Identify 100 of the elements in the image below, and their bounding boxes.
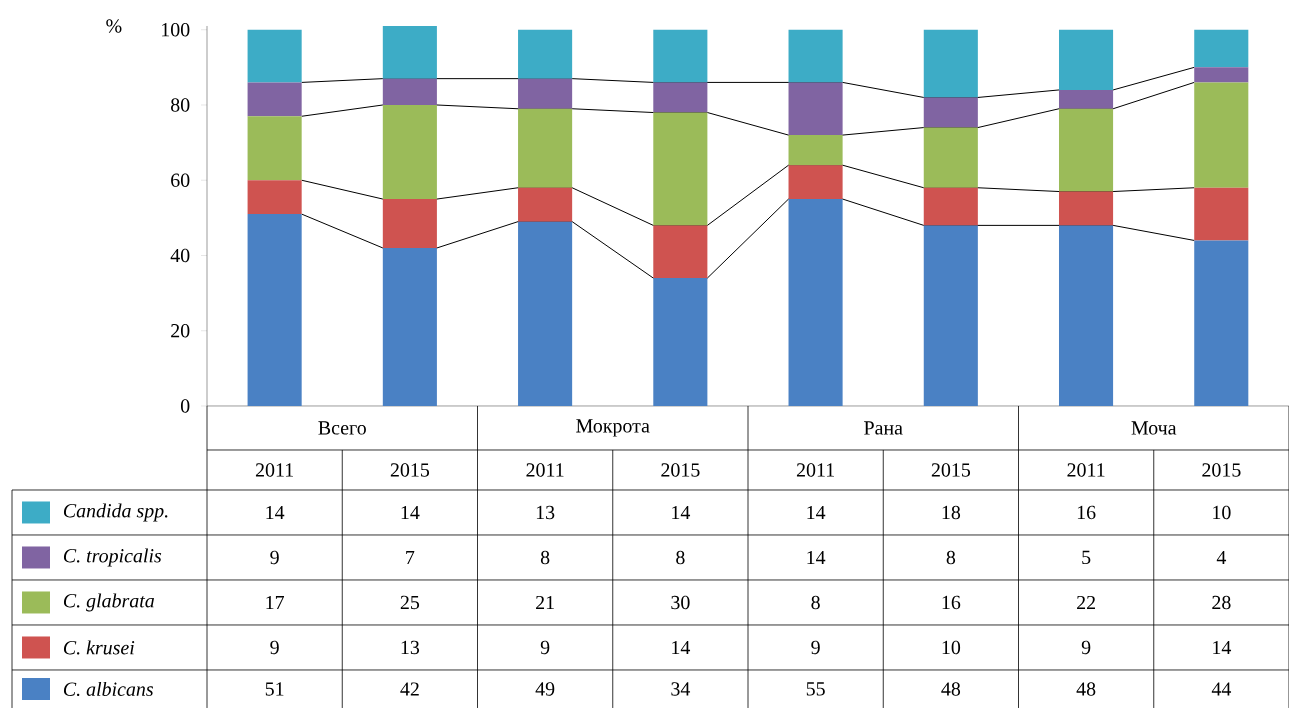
x-tick-label: 2015: [931, 463, 971, 477]
bar: [1194, 240, 1249, 406]
data-label: 14: [807, 505, 826, 520]
bar: [923, 127, 978, 188]
data-label: 14: [672, 640, 691, 655]
data-label: 14: [807, 550, 826, 565]
bar: [247, 29, 302, 83]
data-label: 8: [676, 550, 685, 565]
x-tick-label: 2015: [661, 463, 700, 477]
data-label: 22: [1077, 595, 1095, 610]
bar: [247, 214, 302, 406]
bar: [518, 29, 573, 79]
data-label: 9: [1081, 640, 1091, 655]
bar: [1194, 67, 1249, 83]
bar: [923, 225, 978, 406]
bar: [923, 97, 978, 128]
bar: [382, 247, 437, 406]
x-tick-label: 2011: [1067, 463, 1105, 477]
bar: [382, 25, 437, 79]
data-label: 28: [1212, 595, 1231, 610]
text: Рана: [864, 421, 903, 435]
legend-label: C. glabrata: [63, 593, 154, 612]
bar: [653, 82, 708, 113]
bar: [518, 78, 573, 109]
legend-label: C. krusei: [63, 640, 135, 655]
data-label: 16: [942, 595, 961, 610]
data-label: 9: [270, 640, 279, 655]
bar: [518, 187, 573, 222]
data-label: 14: [401, 505, 420, 520]
bar: [788, 199, 843, 406]
bar: [1194, 82, 1249, 188]
bar: [653, 225, 708, 279]
data-label: 8: [540, 550, 550, 565]
bar: [1058, 191, 1114, 226]
data-label: 13: [536, 505, 555, 520]
data-label: 51: [265, 682, 284, 696]
data-label: 8: [946, 550, 956, 565]
data-label: 44: [1211, 682, 1232, 696]
data-label: 13: [401, 640, 420, 655]
x-tick-label: 2015: [1202, 463, 1241, 477]
bar: [653, 278, 708, 406]
data-label: 34: [671, 682, 691, 696]
data-label: 25: [400, 595, 420, 610]
bar: [1194, 187, 1249, 241]
data-label: 21: [536, 595, 554, 610]
data-label: 14: [266, 505, 285, 520]
x-tick-label: 2011: [255, 463, 293, 477]
bar: [382, 78, 437, 105]
y-tick-label: 40: [170, 248, 190, 263]
data-label: 55: [806, 682, 825, 696]
bar: [788, 82, 843, 136]
bar: [788, 165, 843, 200]
data-label: 48: [1076, 682, 1096, 696]
data-label: 10: [942, 640, 961, 655]
y-tick-label: 80: [171, 98, 190, 112]
bar: [518, 221, 573, 406]
data-label: 9: [540, 640, 550, 655]
bar: [1194, 29, 1249, 68]
y-tick-label: 60: [171, 173, 190, 187]
bar: [788, 135, 843, 166]
data-label: 14: [672, 505, 691, 520]
y-axis-title: %: [106, 19, 122, 33]
data-label: 18: [942, 505, 961, 520]
legend-label: C. albicans: [63, 681, 154, 697]
bar: [382, 104, 437, 200]
text: Всего: [318, 421, 366, 435]
bar: [788, 29, 843, 83]
data-label: 5: [1082, 550, 1091, 565]
bar: [247, 180, 302, 215]
data-label: 30: [671, 595, 690, 610]
data-label: 8: [811, 595, 820, 610]
x-tick-label: 2011: [796, 463, 834, 477]
bar: [1058, 29, 1114, 90]
data-label: 9: [811, 640, 820, 655]
y-tick-label: 20: [171, 324, 190, 338]
bar: [1058, 225, 1114, 406]
bar: [653, 29, 708, 83]
bar: [923, 29, 978, 98]
bar: [653, 112, 708, 226]
data-label: 42: [400, 682, 419, 696]
bar: [1058, 89, 1114, 109]
bar: [518, 108, 573, 188]
data-label: 48: [941, 682, 961, 696]
data-label: 16: [1077, 505, 1096, 520]
legend-label: C. tropicalis: [63, 548, 162, 567]
x-tick-label: 2011: [526, 463, 564, 477]
x-tick-label: 2015: [390, 463, 430, 477]
data-label: 17: [266, 595, 285, 610]
data-label: 9: [270, 550, 279, 565]
data-label: 4: [1216, 550, 1227, 565]
data-label: 10: [1213, 505, 1231, 520]
text: Моча: [1131, 421, 1177, 435]
y-tick-label: 100: [162, 23, 190, 37]
data-label: 49: [535, 682, 555, 696]
bar: [923, 187, 978, 226]
y-tick-label: 0: [180, 399, 190, 413]
bar: [1058, 108, 1114, 192]
bar: [247, 116, 302, 181]
bar: [247, 82, 302, 117]
text: Мокрота: [576, 419, 650, 437]
